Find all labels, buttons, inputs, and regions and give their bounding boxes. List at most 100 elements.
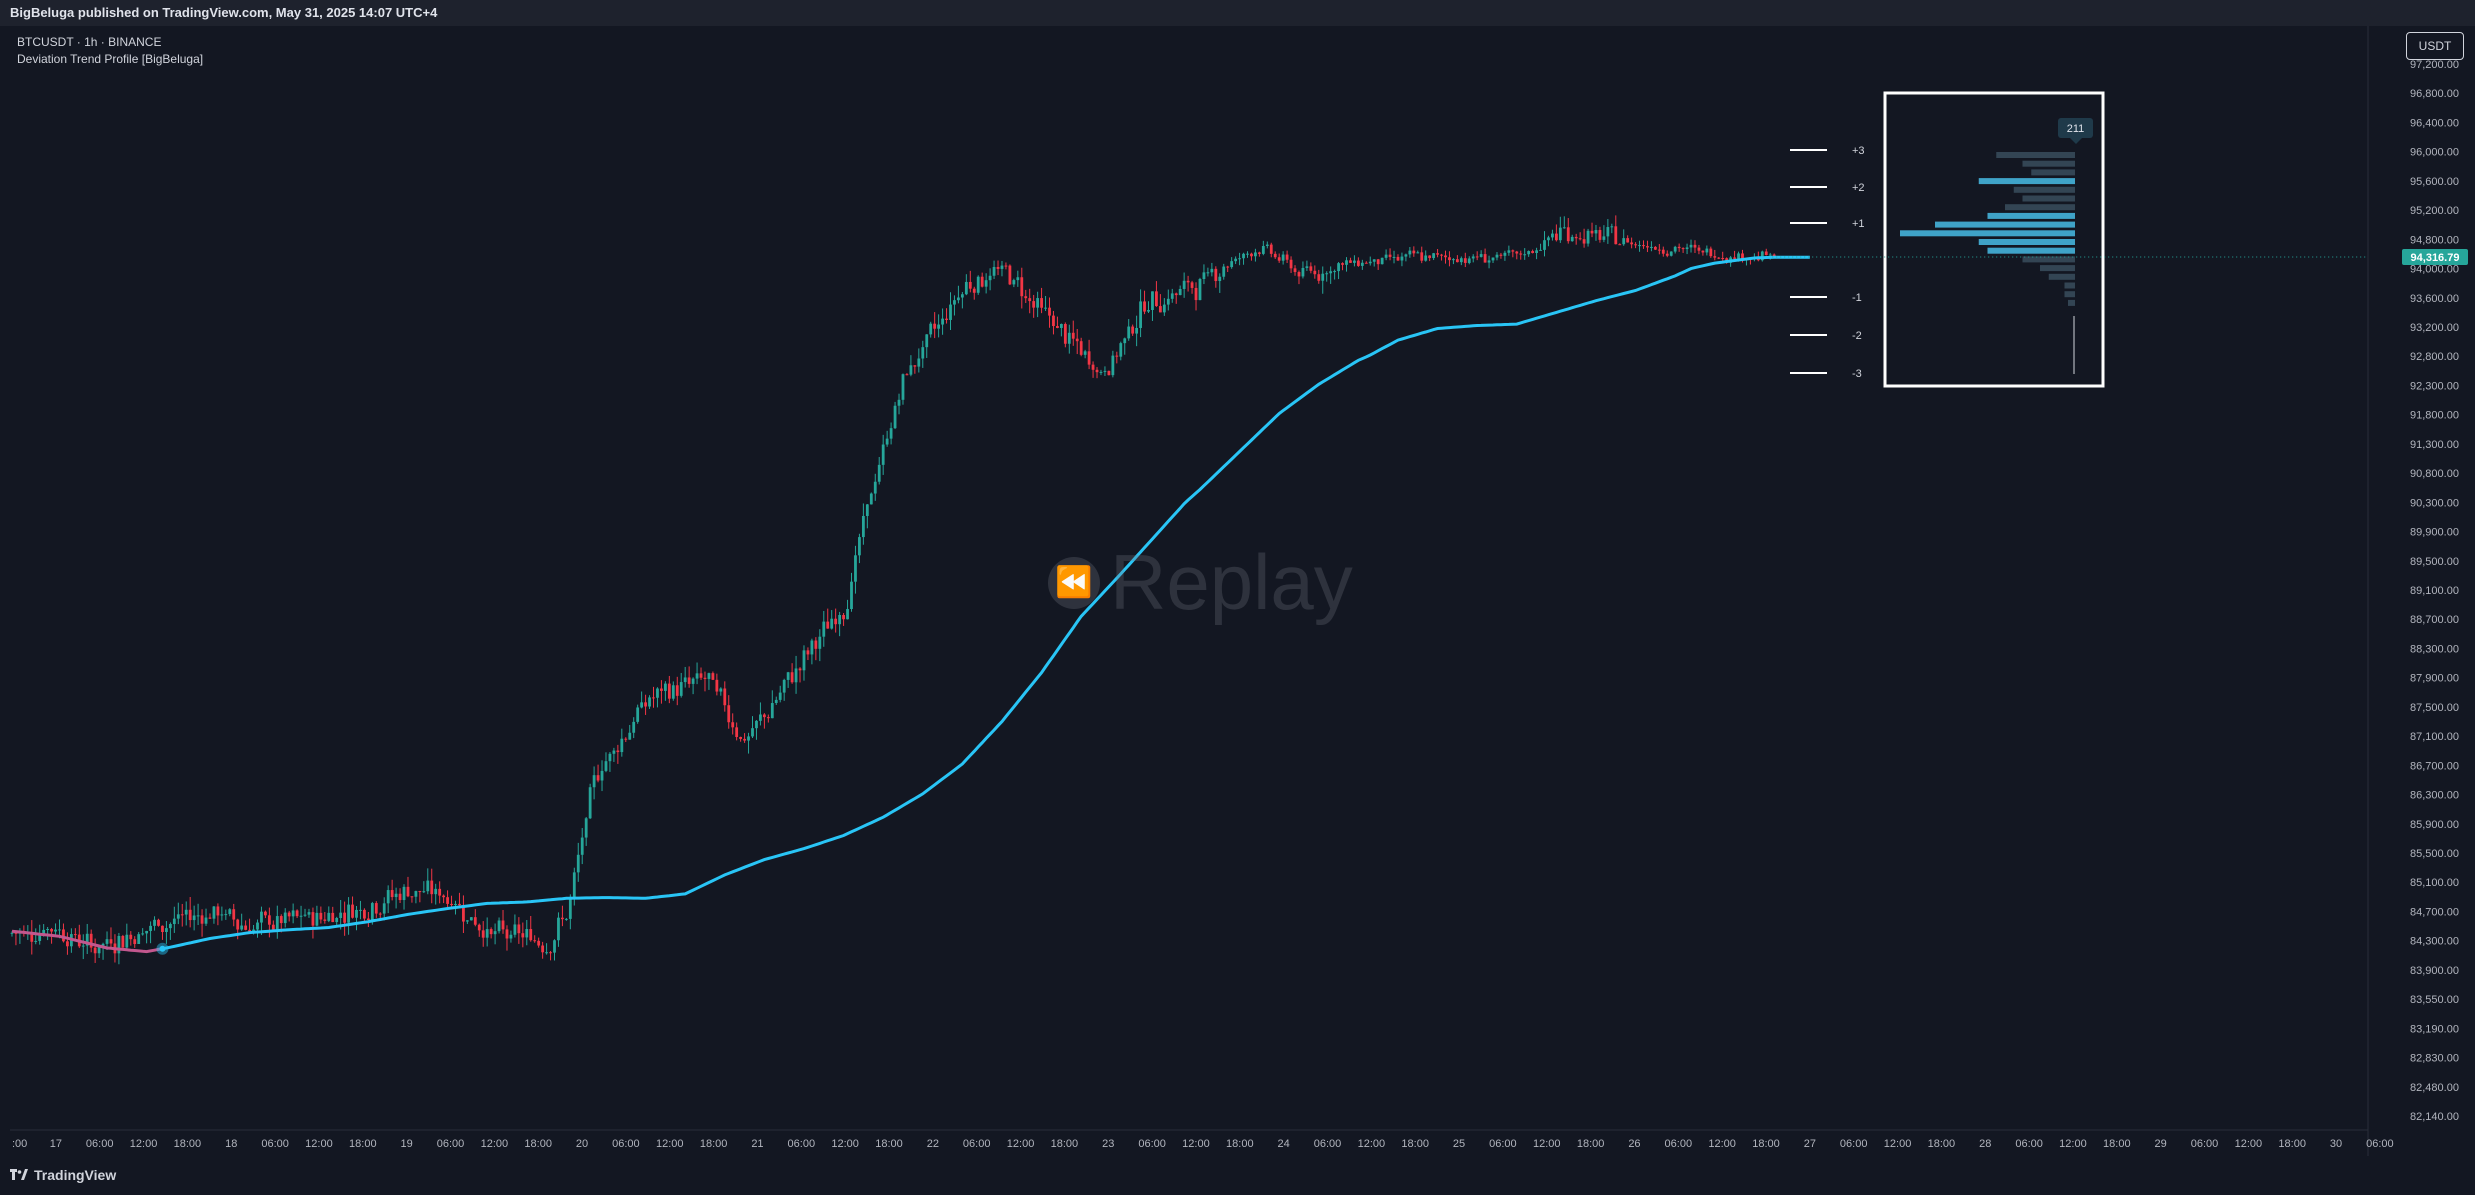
candle-body [557,917,560,941]
candle-body [774,699,778,704]
candle-body [1554,233,1558,241]
candle-body [501,920,505,930]
candle-body [1135,327,1139,334]
candle-body [1459,258,1463,263]
candle-body [267,915,271,925]
candle-body [766,717,770,719]
price-tick-label: 91,800.00 [2410,410,2459,422]
candle-body [1657,249,1661,251]
time-tick-label: 12:00 [1182,1138,1210,1150]
candle-body [418,891,422,893]
candle-body [897,399,901,406]
candle-body [1701,250,1705,253]
deviation-level-label: -2 [1852,330,1862,342]
publisher-text: BigBeluga published on TradingView.com, … [10,5,438,20]
candle-body [129,934,133,940]
candle-body [1551,233,1554,238]
deviation-level-label: +3 [1852,145,1865,157]
candle-body [564,918,568,920]
candle-body [402,886,406,901]
candle-body [513,924,517,935]
candle-body [430,880,434,895]
candle-body [671,685,675,699]
candle-body [553,940,556,953]
symbol-line[interactable]: BTCUSDT · 1h · BINANCE [17,35,162,49]
time-tick-label: 18:00 [1051,1138,1079,1150]
candle-body [382,903,386,914]
candle-body [964,281,968,295]
candle-body [1634,244,1637,246]
profile-bar [2040,265,2075,272]
candle-body [1404,254,1408,257]
candle-body [1503,252,1507,256]
candles-layer [10,215,1776,965]
price-tick-label: 88,700.00 [2410,614,2459,626]
time-tick-label: 06:00 [2015,1138,2043,1150]
candle-body [343,912,347,923]
candle-body [1455,259,1459,263]
price-tick-label: 84,300.00 [2410,936,2459,948]
candle-body [822,621,826,637]
chart-pane[interactable]: +3 +2 +1 -1 -2 -3 211 97,200.00 96,800.00 96,40… [10,26,2475,1156]
candle-body [1614,226,1618,245]
candle-body [549,952,552,954]
candle-body [1436,253,1439,255]
candle-body [1158,306,1162,313]
candle-body [1075,338,1079,342]
candle-body [1440,254,1443,256]
candle-body [711,673,715,680]
deviation-level-label: -1 [1852,292,1862,304]
candle-body [279,916,283,924]
candle-body [858,537,861,556]
candle-body [1214,268,1218,282]
candle-body [161,925,164,933]
candle-body [1206,272,1210,274]
candle-body [1099,371,1103,373]
candle-body [1693,244,1697,248]
time-tick-label: 18 [225,1138,237,1150]
candle-body [1250,253,1253,257]
publisher-bar: BigBeluga published on TradingView.com, … [0,0,2475,26]
tradingview-logo[interactable]: TradingView [10,1167,116,1183]
candle-body [1000,265,1004,269]
candle-body [188,909,192,921]
price-tick-label: 87,500.00 [2410,702,2459,714]
current-price-label: 94,316.79 [2411,252,2460,264]
candle-body [1178,288,1182,296]
profile-bar [2064,291,2075,298]
price-tick-label: 96,000.00 [2410,147,2459,159]
candle-body [909,365,913,375]
candle-body [1364,262,1368,264]
candle-body [1079,341,1083,355]
price-tick-label: 90,300.00 [2410,497,2459,509]
time-tick-label: 06:00 [1840,1138,1868,1150]
candle-body [271,924,275,930]
candle-body [54,929,57,932]
currency-button[interactable]: USDT [2406,32,2464,60]
candle-body [93,947,97,954]
candle-body [806,650,810,655]
price-tick-label: 96,800.00 [2410,88,2459,100]
candle-body [624,738,628,740]
candle-body [667,683,671,699]
time-tick-label: 18:00 [2278,1138,2306,1150]
candle-body [1329,271,1333,274]
candle-body [1091,364,1095,370]
candle-body [394,893,398,898]
time-tick-label: 12:00 [2235,1138,2263,1150]
candle-body [1044,307,1047,309]
candle-body [810,640,814,655]
profile-bar [2022,195,2075,202]
candle-body [1760,251,1764,261]
price-tick-label: 85,100.00 [2410,877,2459,889]
candle-body [1428,255,1432,259]
candle-body [1642,245,1645,247]
candle-body [1056,326,1059,328]
candle-body [446,897,449,904]
candle-body [291,910,295,917]
time-tick-label: 18:00 [1928,1138,1956,1150]
candle-body [149,925,152,931]
chart-canvas[interactable]: +3 +2 +1 -1 -2 -3 211 97,200.00 96,800.00 96,40… [10,26,2475,1156]
candle-body [347,904,350,923]
indicator-line[interactable]: Deviation Trend Profile [BigBeluga] [17,52,204,66]
